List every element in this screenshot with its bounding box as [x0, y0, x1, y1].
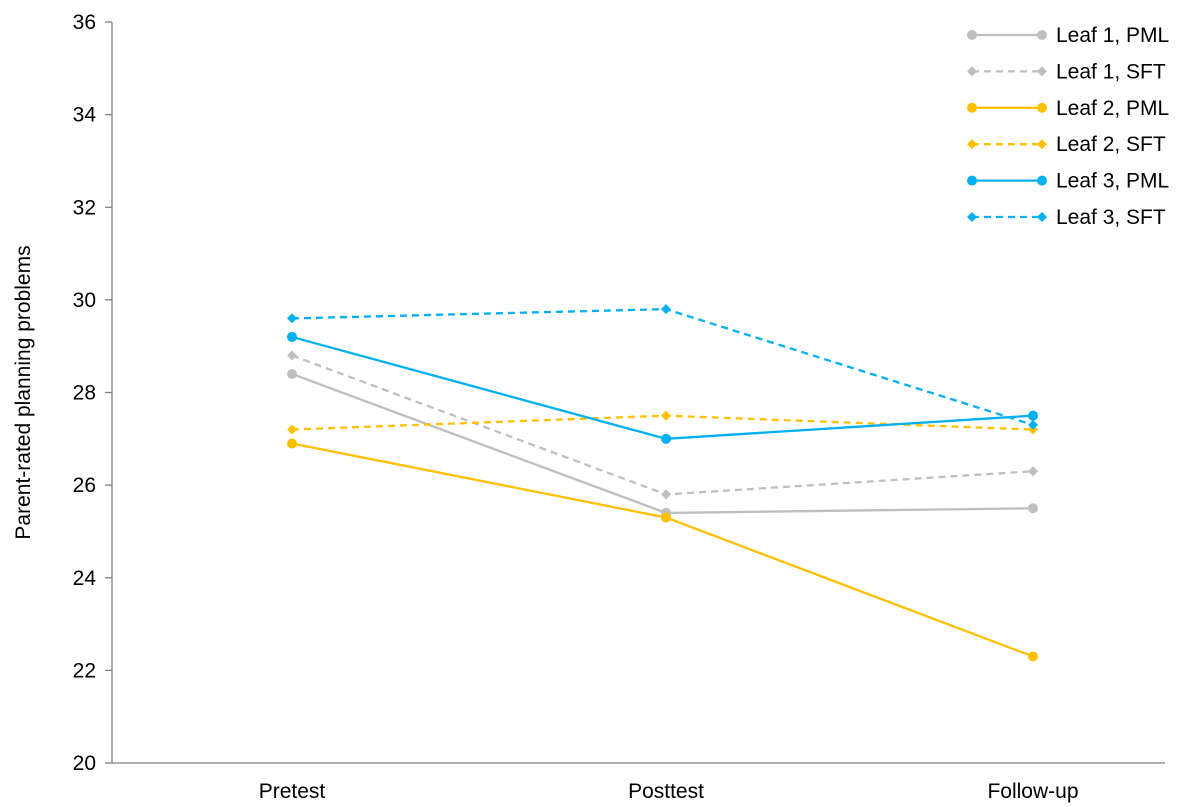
legend-label: Leaf 1, SFT [1056, 60, 1166, 83]
data-point [1028, 503, 1038, 514]
series-line [291, 335, 1034, 440]
legend-item: Leaf 1, PML [967, 24, 1169, 47]
y-tick-label: 20 [73, 752, 96, 775]
series-2 [287, 438, 1038, 662]
data-point [287, 313, 297, 324]
data-point [661, 489, 671, 500]
data-point [1028, 410, 1038, 421]
y-axis-title: Parent-rated planning problems [12, 245, 35, 539]
data-point [287, 424, 297, 435]
legend-label: Leaf 2, PML [1056, 97, 1169, 120]
data-point [1028, 419, 1038, 430]
series-layer [287, 304, 1038, 662]
legend-label: Leaf 1, PML [1056, 24, 1169, 47]
legend-marker [967, 30, 977, 40]
y-tick-label: 34 [73, 104, 97, 127]
data-point [1028, 651, 1038, 662]
data-point [1028, 466, 1038, 477]
data-point [287, 368, 297, 379]
legend-marker [1037, 66, 1047, 77]
series-line [291, 442, 1034, 658]
legend-label: Leaf 2, SFT [1056, 133, 1166, 156]
x-tick-label: Follow-up [987, 780, 1078, 803]
legend-marker [1037, 139, 1047, 150]
x-tick-label: Pretest [259, 780, 326, 803]
legend-item: Leaf 2, PML [967, 97, 1169, 120]
data-point [287, 438, 297, 449]
legend-label: Leaf 3, SFT [1056, 206, 1166, 229]
axes [105, 21, 1165, 764]
series-line [291, 372, 1034, 515]
data-point [661, 512, 671, 523]
y-tick-label: 28 [73, 382, 96, 405]
legend-marker [967, 212, 977, 222]
legend-marker [1037, 175, 1047, 186]
y-tick-label: 30 [73, 289, 96, 312]
legend-marker [967, 139, 977, 150]
x-tick-label: Posttest [628, 780, 704, 803]
tick-labels: 20 22 24 26 28 30 32 34 36 Pretest Posttest Follow-… [73, 11, 1079, 803]
legend: Leaf 1, PML Leaf 1, SFT Leaf 2, PML Leaf 2,… [967, 24, 1169, 229]
legend-item: Leaf 1, SFT [967, 60, 1166, 83]
legend-item: Leaf 3, SFT [967, 206, 1166, 229]
legend-label: Leaf 3, PML [1056, 170, 1169, 193]
legend-marker [1037, 102, 1047, 113]
series-1 [287, 350, 1038, 500]
data-point [661, 410, 671, 421]
legend-marker [967, 66, 977, 77]
y-tick-label: 26 [73, 474, 96, 497]
series-5 [287, 304, 1038, 430]
y-tick-label: 32 [73, 196, 96, 219]
legend-marker [1037, 30, 1047, 40]
data-point [287, 350, 297, 361]
legend-marker [1037, 212, 1047, 222]
y-tick-label: 36 [73, 11, 96, 34]
legend-marker [967, 102, 977, 113]
legend-item: Leaf 3, PML [967, 170, 1169, 193]
series-4 [287, 331, 1038, 444]
y-tick-label: 22 [73, 659, 96, 682]
data-point [661, 433, 671, 444]
y-tick-label: 24 [73, 567, 97, 590]
legend-item: Leaf 2, SFT [967, 133, 1166, 156]
legend-marker [967, 175, 977, 186]
data-point [287, 331, 297, 342]
data-point [661, 304, 671, 315]
